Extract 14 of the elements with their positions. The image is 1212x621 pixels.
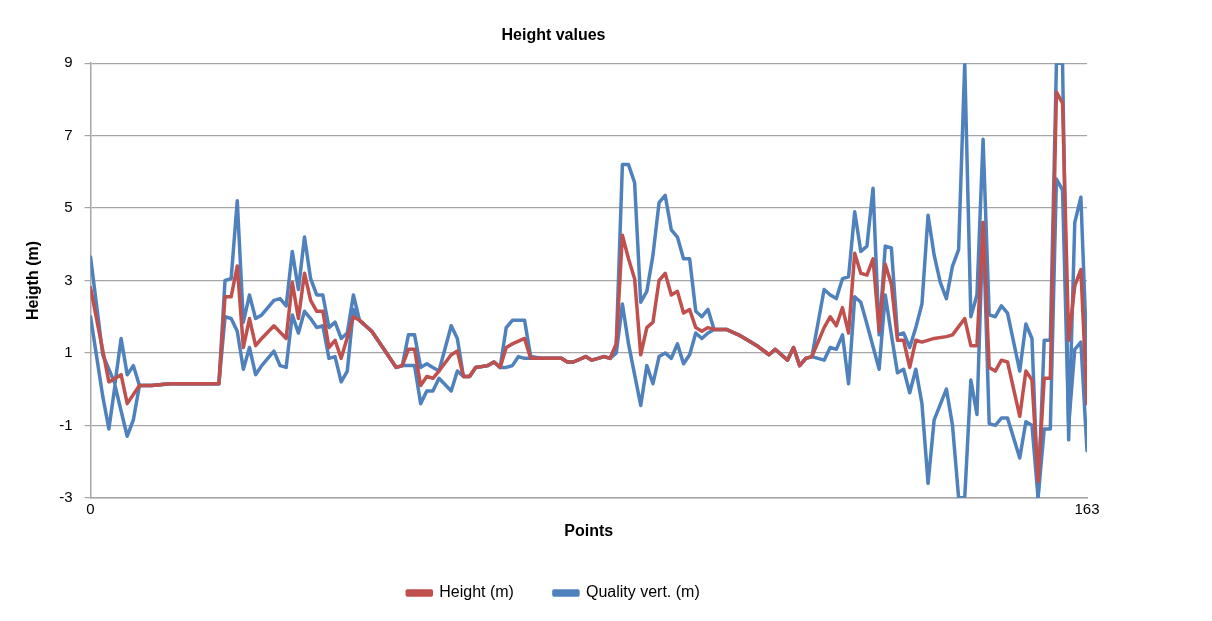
x-axis-title: Points — [564, 521, 614, 539]
legend-label: Quality vert. (m) — [585, 583, 700, 601]
y-tick-label: 9 — [64, 53, 73, 71]
y-tick-label: -3 — [59, 487, 73, 505]
legend-label: Height (m) — [439, 583, 514, 601]
y-axis-title: Heigth (m) — [24, 240, 42, 321]
y-tick-label: 1 — [64, 343, 73, 361]
chart-title: Height values — [501, 26, 606, 44]
y-tick-label: 7 — [64, 125, 73, 143]
y-tick-label: 5 — [64, 198, 73, 216]
x-tick-label: 163 — [1074, 499, 1100, 517]
y-tick-label: 3 — [64, 270, 73, 288]
y-tick-label: -1 — [59, 415, 73, 433]
x-tick-label: 0 — [86, 499, 95, 517]
